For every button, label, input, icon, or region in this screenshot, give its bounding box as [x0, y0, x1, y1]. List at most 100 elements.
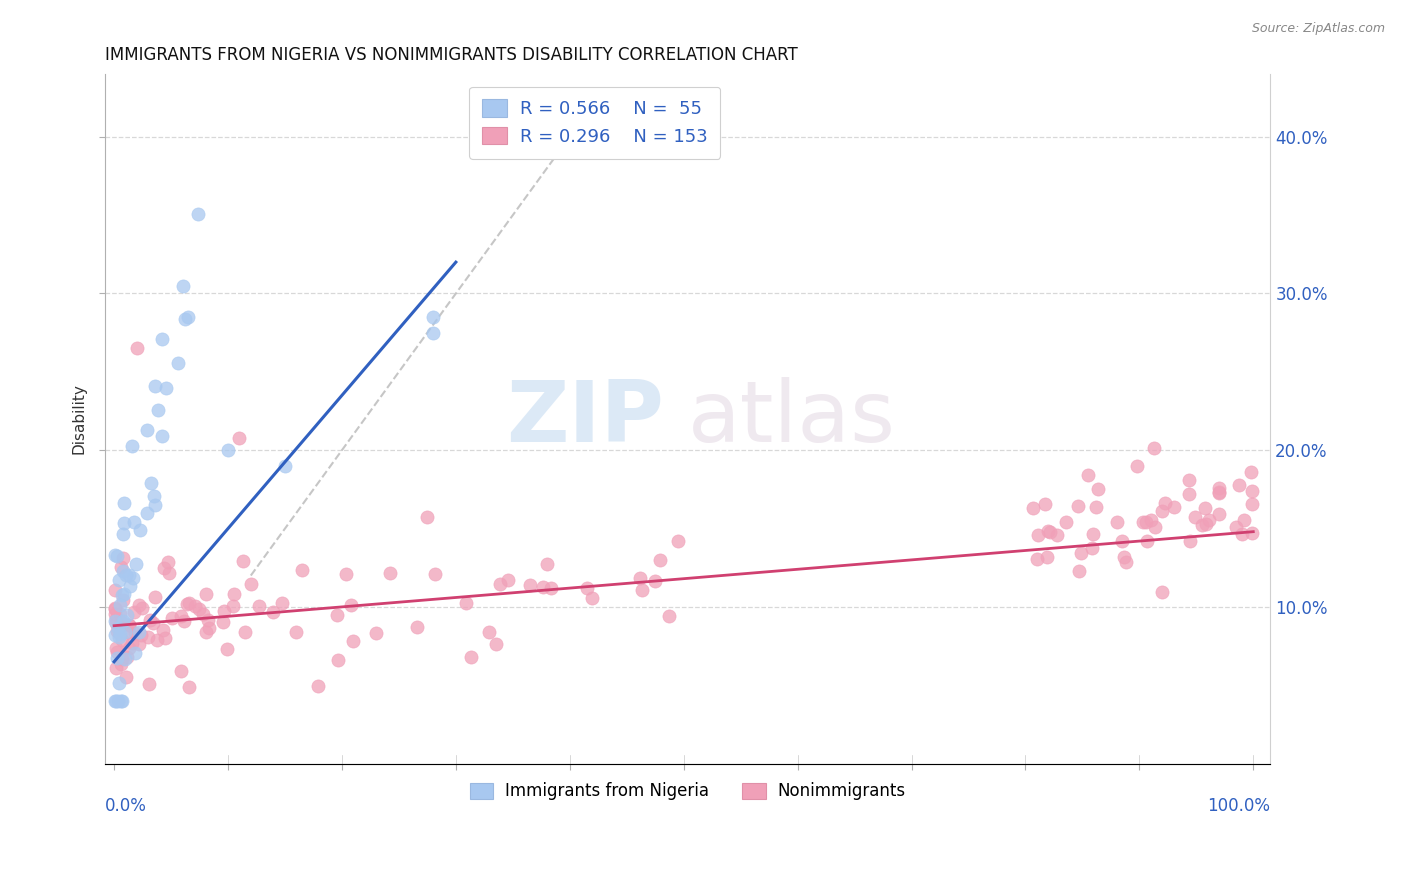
- Point: [1194, 501, 1216, 516]
- Point: [118, 617, 141, 632]
- Point: [212, 615, 235, 629]
- Text: Source: ZipAtlas.com: Source: ZipAtlas.com: [1251, 22, 1385, 36]
- Point: [307, 680, 329, 694]
- Point: [124, 646, 146, 660]
- Point: [1132, 515, 1154, 529]
- Point: [1054, 516, 1077, 530]
- Point: [1136, 533, 1159, 548]
- Point: [422, 326, 444, 340]
- Point: [146, 632, 169, 647]
- Point: [1039, 525, 1062, 540]
- Point: [217, 443, 239, 458]
- Point: [107, 676, 129, 690]
- Point: [104, 661, 127, 675]
- Point: [531, 580, 554, 594]
- Point: [173, 311, 195, 326]
- Point: [1026, 528, 1049, 542]
- Point: [232, 554, 254, 568]
- Point: [1105, 515, 1128, 529]
- Point: [139, 613, 162, 627]
- Point: [104, 601, 127, 615]
- Point: [121, 439, 143, 453]
- Point: [124, 605, 146, 619]
- Point: [173, 614, 195, 628]
- Point: [1046, 528, 1069, 542]
- Point: [117, 640, 139, 655]
- Point: [111, 526, 134, 541]
- Point: [128, 598, 150, 612]
- Point: [104, 694, 127, 708]
- Point: [136, 630, 159, 644]
- Point: [485, 637, 508, 651]
- Point: [648, 553, 671, 567]
- Text: 100.0%: 100.0%: [1208, 797, 1271, 814]
- Point: [378, 566, 401, 580]
- Point: [110, 657, 132, 671]
- Point: [1198, 513, 1220, 527]
- Point: [104, 614, 127, 628]
- Point: [240, 577, 263, 591]
- Point: [364, 625, 387, 640]
- Point: [326, 653, 349, 667]
- Point: [1184, 510, 1206, 524]
- Point: [105, 651, 128, 665]
- Point: [658, 608, 681, 623]
- Point: [198, 621, 221, 635]
- Point: [228, 431, 250, 445]
- Point: [170, 665, 193, 679]
- Point: [335, 567, 357, 582]
- Point: [1208, 507, 1230, 521]
- Point: [111, 632, 134, 647]
- Point: [110, 598, 132, 612]
- Point: [129, 628, 152, 642]
- Point: [1022, 501, 1045, 516]
- Point: [536, 557, 558, 571]
- Point: [128, 624, 150, 639]
- Point: [1077, 467, 1099, 482]
- Point: [112, 516, 135, 530]
- Point: [111, 564, 134, 578]
- Point: [142, 615, 165, 630]
- Y-axis label: Disability: Disability: [72, 384, 86, 454]
- Point: [104, 582, 127, 597]
- Point: [1067, 500, 1090, 514]
- Point: [128, 524, 150, 538]
- Point: [1140, 512, 1163, 526]
- Point: [1240, 465, 1263, 479]
- Point: [1208, 481, 1230, 495]
- Point: [111, 651, 134, 665]
- Point: [107, 621, 129, 635]
- Point: [422, 310, 444, 324]
- Point: [406, 620, 429, 634]
- Point: [160, 611, 183, 625]
- Point: [110, 627, 132, 641]
- Point: [122, 515, 145, 529]
- Point: [188, 602, 211, 616]
- Point: [540, 581, 562, 595]
- Point: [222, 586, 245, 600]
- Point: [247, 599, 270, 613]
- Point: [1177, 473, 1199, 487]
- Point: [1150, 503, 1173, 517]
- Point: [1208, 484, 1230, 499]
- Point: [1081, 527, 1104, 541]
- Point: [110, 560, 132, 574]
- Point: [235, 624, 257, 639]
- Point: [176, 597, 198, 611]
- Point: [423, 567, 446, 582]
- Point: [122, 571, 145, 585]
- Point: [1070, 546, 1092, 560]
- Point: [112, 496, 135, 510]
- Point: [285, 624, 308, 639]
- Point: [111, 551, 134, 566]
- Point: [340, 598, 363, 612]
- Point: [159, 566, 181, 580]
- Point: [271, 596, 294, 610]
- Point: [157, 555, 180, 569]
- Point: [631, 583, 654, 598]
- Point: [121, 636, 143, 650]
- Point: [115, 650, 138, 665]
- Point: [274, 458, 297, 473]
- Point: [498, 573, 520, 587]
- Point: [105, 694, 128, 708]
